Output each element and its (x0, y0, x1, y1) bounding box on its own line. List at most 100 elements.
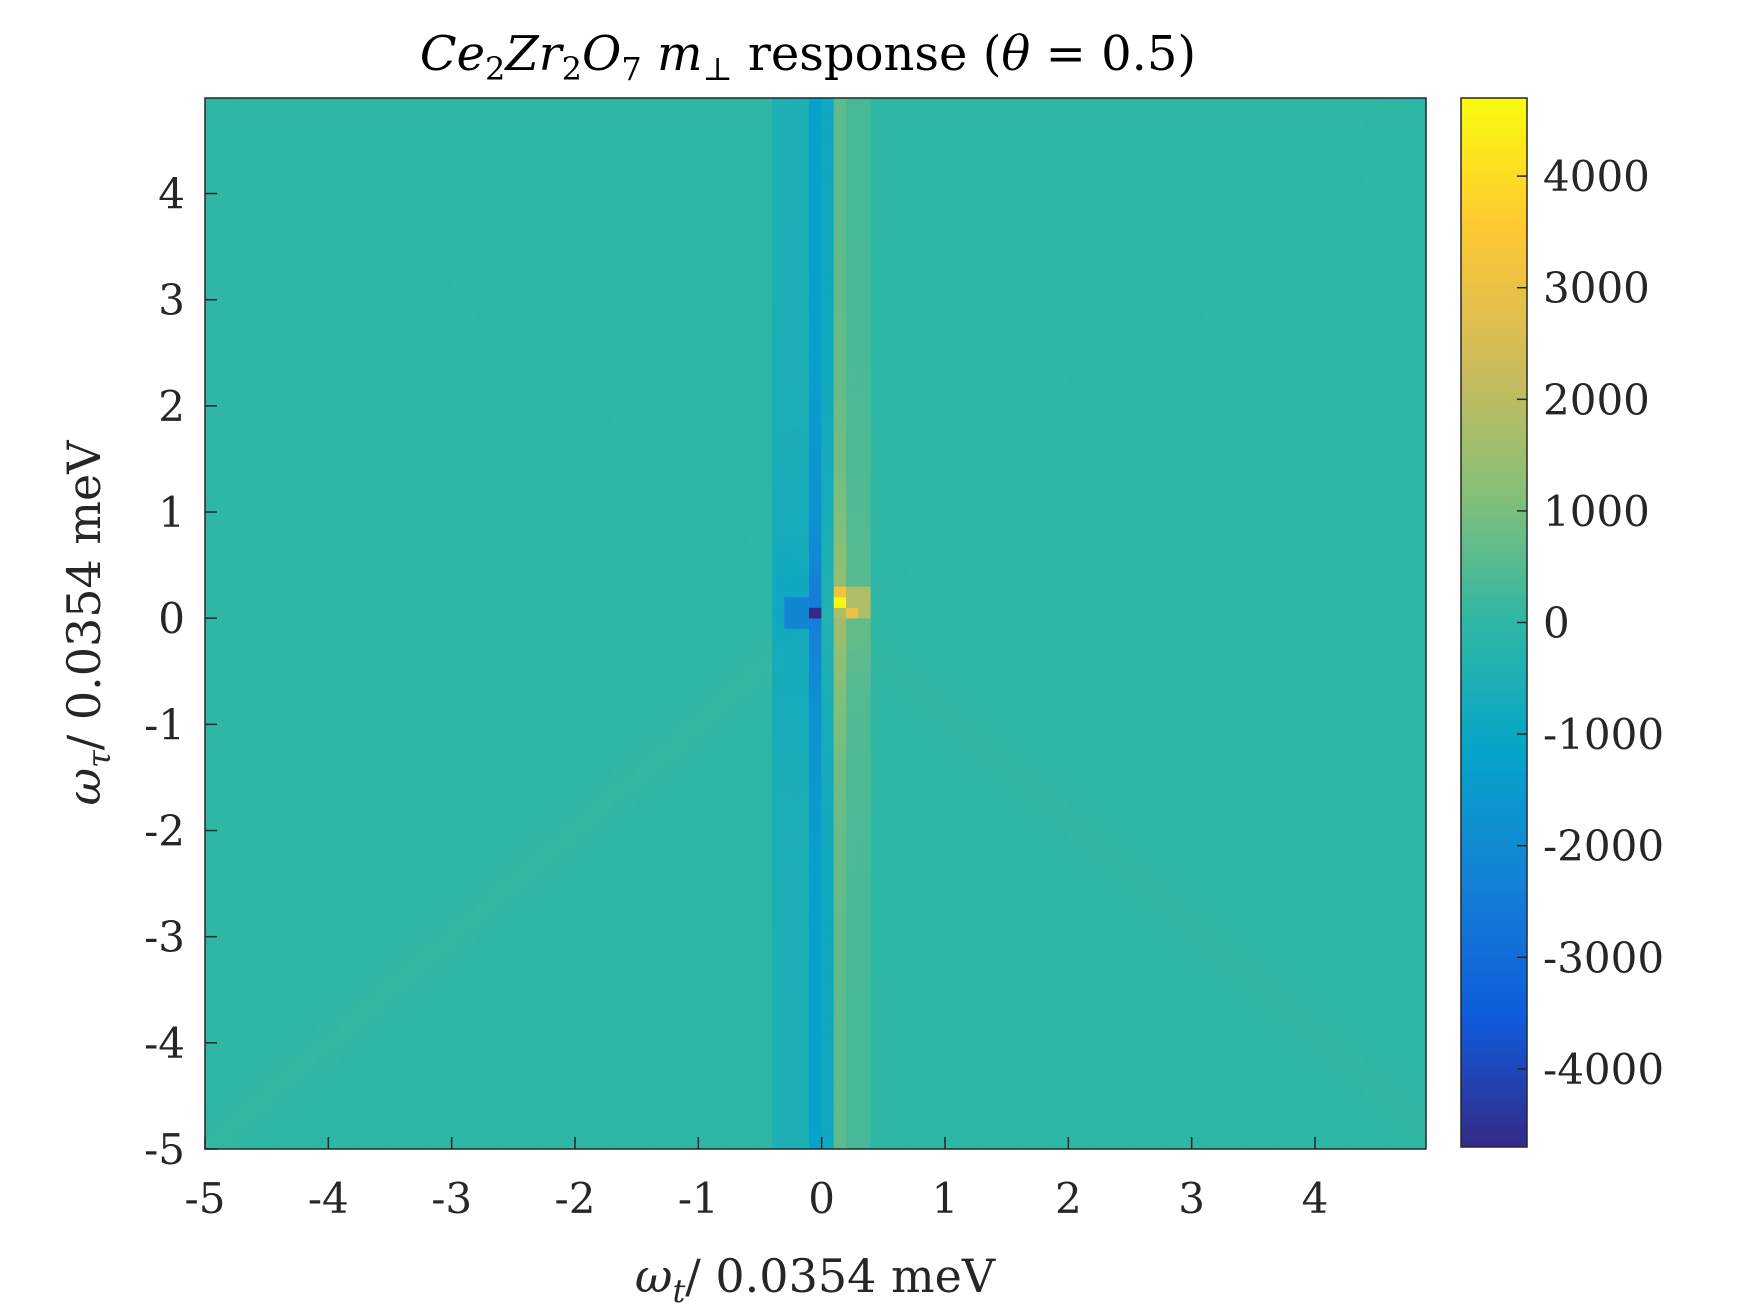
heatmap-cell (772, 416, 785, 428)
heatmap-cell (698, 118, 711, 131)
heatmap-cell (340, 681, 354, 693)
heatmap-cell (698, 808, 711, 821)
heatmap-cell (352, 1031, 366, 1044)
heatmap-cell (352, 469, 366, 481)
heatmap-cell (241, 150, 255, 162)
heatmap-cell (303, 1000, 317, 1012)
heatmap-cell (229, 193, 243, 205)
heatmap-cell (784, 140, 798, 152)
heatmap-cell (439, 946, 452, 959)
heatmap-cell (426, 1031, 440, 1044)
heatmap-cell (821, 1106, 835, 1118)
heatmap-cell (759, 193, 773, 205)
heatmap-cell (759, 490, 773, 502)
heatmap-cell (229, 543, 243, 555)
heatmap-cell (537, 426, 551, 439)
heatmap-cell (587, 522, 600, 534)
heatmap-cell (624, 161, 637, 173)
heatmap-cell (537, 639, 551, 651)
heatmap-cell (463, 448, 477, 460)
heatmap-cell (340, 108, 354, 120)
heatmap-cell (574, 1063, 588, 1075)
heatmap-cell (389, 405, 403, 417)
heatmap-cell (673, 225, 687, 237)
heatmap-cell (685, 968, 699, 980)
heatmap-cell (611, 235, 625, 247)
heatmap-cell (439, 214, 452, 226)
heatmap-cell (402, 554, 415, 566)
heatmap-cell (303, 522, 317, 534)
heatmap-cell (352, 862, 366, 874)
heatmap-cell (685, 437, 699, 449)
heatmap-cell (809, 766, 822, 778)
heatmap-cell (254, 405, 267, 417)
heatmap-cell (710, 777, 724, 789)
heatmap-cell (796, 310, 810, 322)
heatmap-cell (451, 862, 465, 874)
heatmap-cell (328, 564, 341, 577)
heatmap-cell (698, 628, 711, 640)
heatmap-cell (439, 278, 452, 290)
heatmap-cell (488, 713, 502, 725)
heatmap-cell (747, 1138, 761, 1150)
heatmap-cell (648, 172, 662, 184)
heatmap-cell (809, 522, 822, 534)
heatmap-cell (735, 734, 748, 746)
heatmap-cell (550, 862, 563, 874)
heatmap-cell (759, 819, 773, 831)
heatmap-cell (229, 341, 243, 354)
heatmap-cell (340, 734, 354, 746)
heatmap-cell (278, 957, 292, 969)
heatmap-cell (476, 1116, 489, 1129)
heatmap-cell (772, 586, 785, 598)
heatmap-cell (402, 118, 415, 131)
heatmap-cell (537, 851, 551, 863)
heatmap-cell (340, 193, 354, 205)
heatmap-cell (809, 437, 822, 449)
heatmap-cell (402, 1116, 415, 1129)
heatmap-cell (476, 256, 489, 269)
heatmap-cell (291, 458, 304, 470)
heatmap-cell (611, 893, 625, 906)
heatmap-cell (254, 724, 267, 736)
heatmap-cell (587, 129, 600, 141)
heatmap-cell (809, 798, 822, 810)
heatmap-cell (463, 957, 477, 969)
heatmap-cell (574, 522, 588, 534)
heatmap-cell (204, 352, 218, 364)
heatmap-cell (759, 1074, 773, 1086)
heatmap-cell (772, 267, 785, 279)
heatmap-cell (463, 745, 477, 757)
heatmap-cell (439, 1021, 452, 1033)
heatmap-cell (562, 915, 576, 927)
heatmap-cell (476, 426, 489, 439)
heatmap-cell (809, 97, 822, 109)
heatmap-cell (500, 437, 514, 449)
heatmap-cell (476, 1063, 489, 1075)
heatmap-cell (722, 469, 736, 481)
heatmap-cell (661, 394, 674, 407)
heatmap-cell (488, 373, 502, 385)
heatmap-cell (315, 554, 329, 566)
heatmap-cell (636, 596, 650, 608)
heatmap-cell (624, 724, 637, 736)
heatmap-cell (315, 384, 329, 396)
heatmap-cell (673, 363, 687, 375)
heatmap-cell (303, 341, 317, 354)
heatmap-cell (340, 288, 354, 301)
heatmap-cell (402, 1010, 415, 1022)
heatmap-cell (747, 1063, 761, 1075)
heatmap-cell (809, 660, 822, 672)
heatmap-cell (377, 777, 391, 789)
heatmap-cell (710, 787, 724, 799)
heatmap-cell (710, 448, 724, 460)
heatmap-cell (722, 1031, 736, 1044)
heatmap-cell (537, 649, 551, 661)
heatmap-cell (266, 448, 280, 460)
heatmap-cell (611, 437, 625, 449)
heatmap-cell (636, 118, 650, 131)
heatmap-cell (562, 246, 576, 258)
heatmap-cell (821, 904, 835, 916)
heatmap-cell (328, 140, 341, 152)
heatmap-cell (476, 341, 489, 354)
